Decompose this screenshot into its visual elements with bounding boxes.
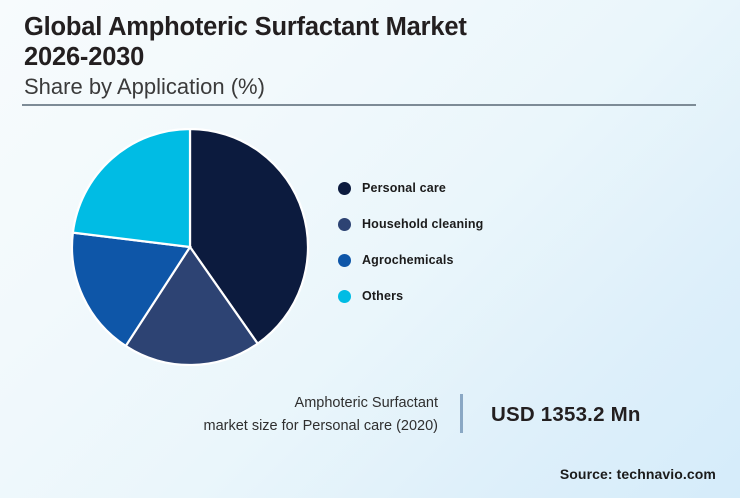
source-attribution: Source: technavio.com [559,466,716,482]
legend-item-household-cleaning[interactable]: Household cleaning [338,206,588,242]
header-divider [22,104,696,106]
legend-label: Household cleaning [362,217,484,231]
page-title: Global Amphoteric Surfactant Market 2026… [24,13,467,72]
legend-swatch-icon [338,181,351,195]
chart-header: Global Amphoteric Surfactant Market 2026… [24,12,704,101]
legend-item-agrochemicals[interactable]: Agrochemicals [338,242,588,278]
market-size-callout: Amphoteric Surfactant market size for Pe… [150,392,710,439]
legend-label: Others [362,289,404,303]
market-size-caption: Amphoteric Surfactant market size for Pe… [150,392,460,439]
legend-swatch-icon [338,217,351,231]
legend-swatch-icon [338,289,351,303]
market-size-caption-line2: market size for Personal care (2020) [203,418,438,435]
market-size-value: USD 1353.2 Mn [491,403,641,427]
chart-legend: Personal care Household cleaning Agroche… [338,170,588,314]
pie-slice[interactable] [71,128,192,249]
pie-slice[interactable] [71,231,192,348]
legend-item-others[interactable]: Others [338,278,588,314]
pie-slice[interactable] [188,128,309,346]
callout-divider [460,394,463,433]
legend-label: Agrochemicals [362,253,454,267]
pie-slice[interactable] [124,245,260,366]
pie-chart [71,128,309,366]
pie-chart-svg [71,128,309,366]
legend-swatch-icon [338,253,351,267]
legend-label: Personal care [362,181,446,195]
pie-slice-group [71,128,309,366]
market-size-caption-line1: Amphoteric Surfactant [294,395,438,411]
chart-subtitle: Share by Application (%) [24,74,265,100]
legend-item-personal-care[interactable]: Personal care [338,170,588,206]
